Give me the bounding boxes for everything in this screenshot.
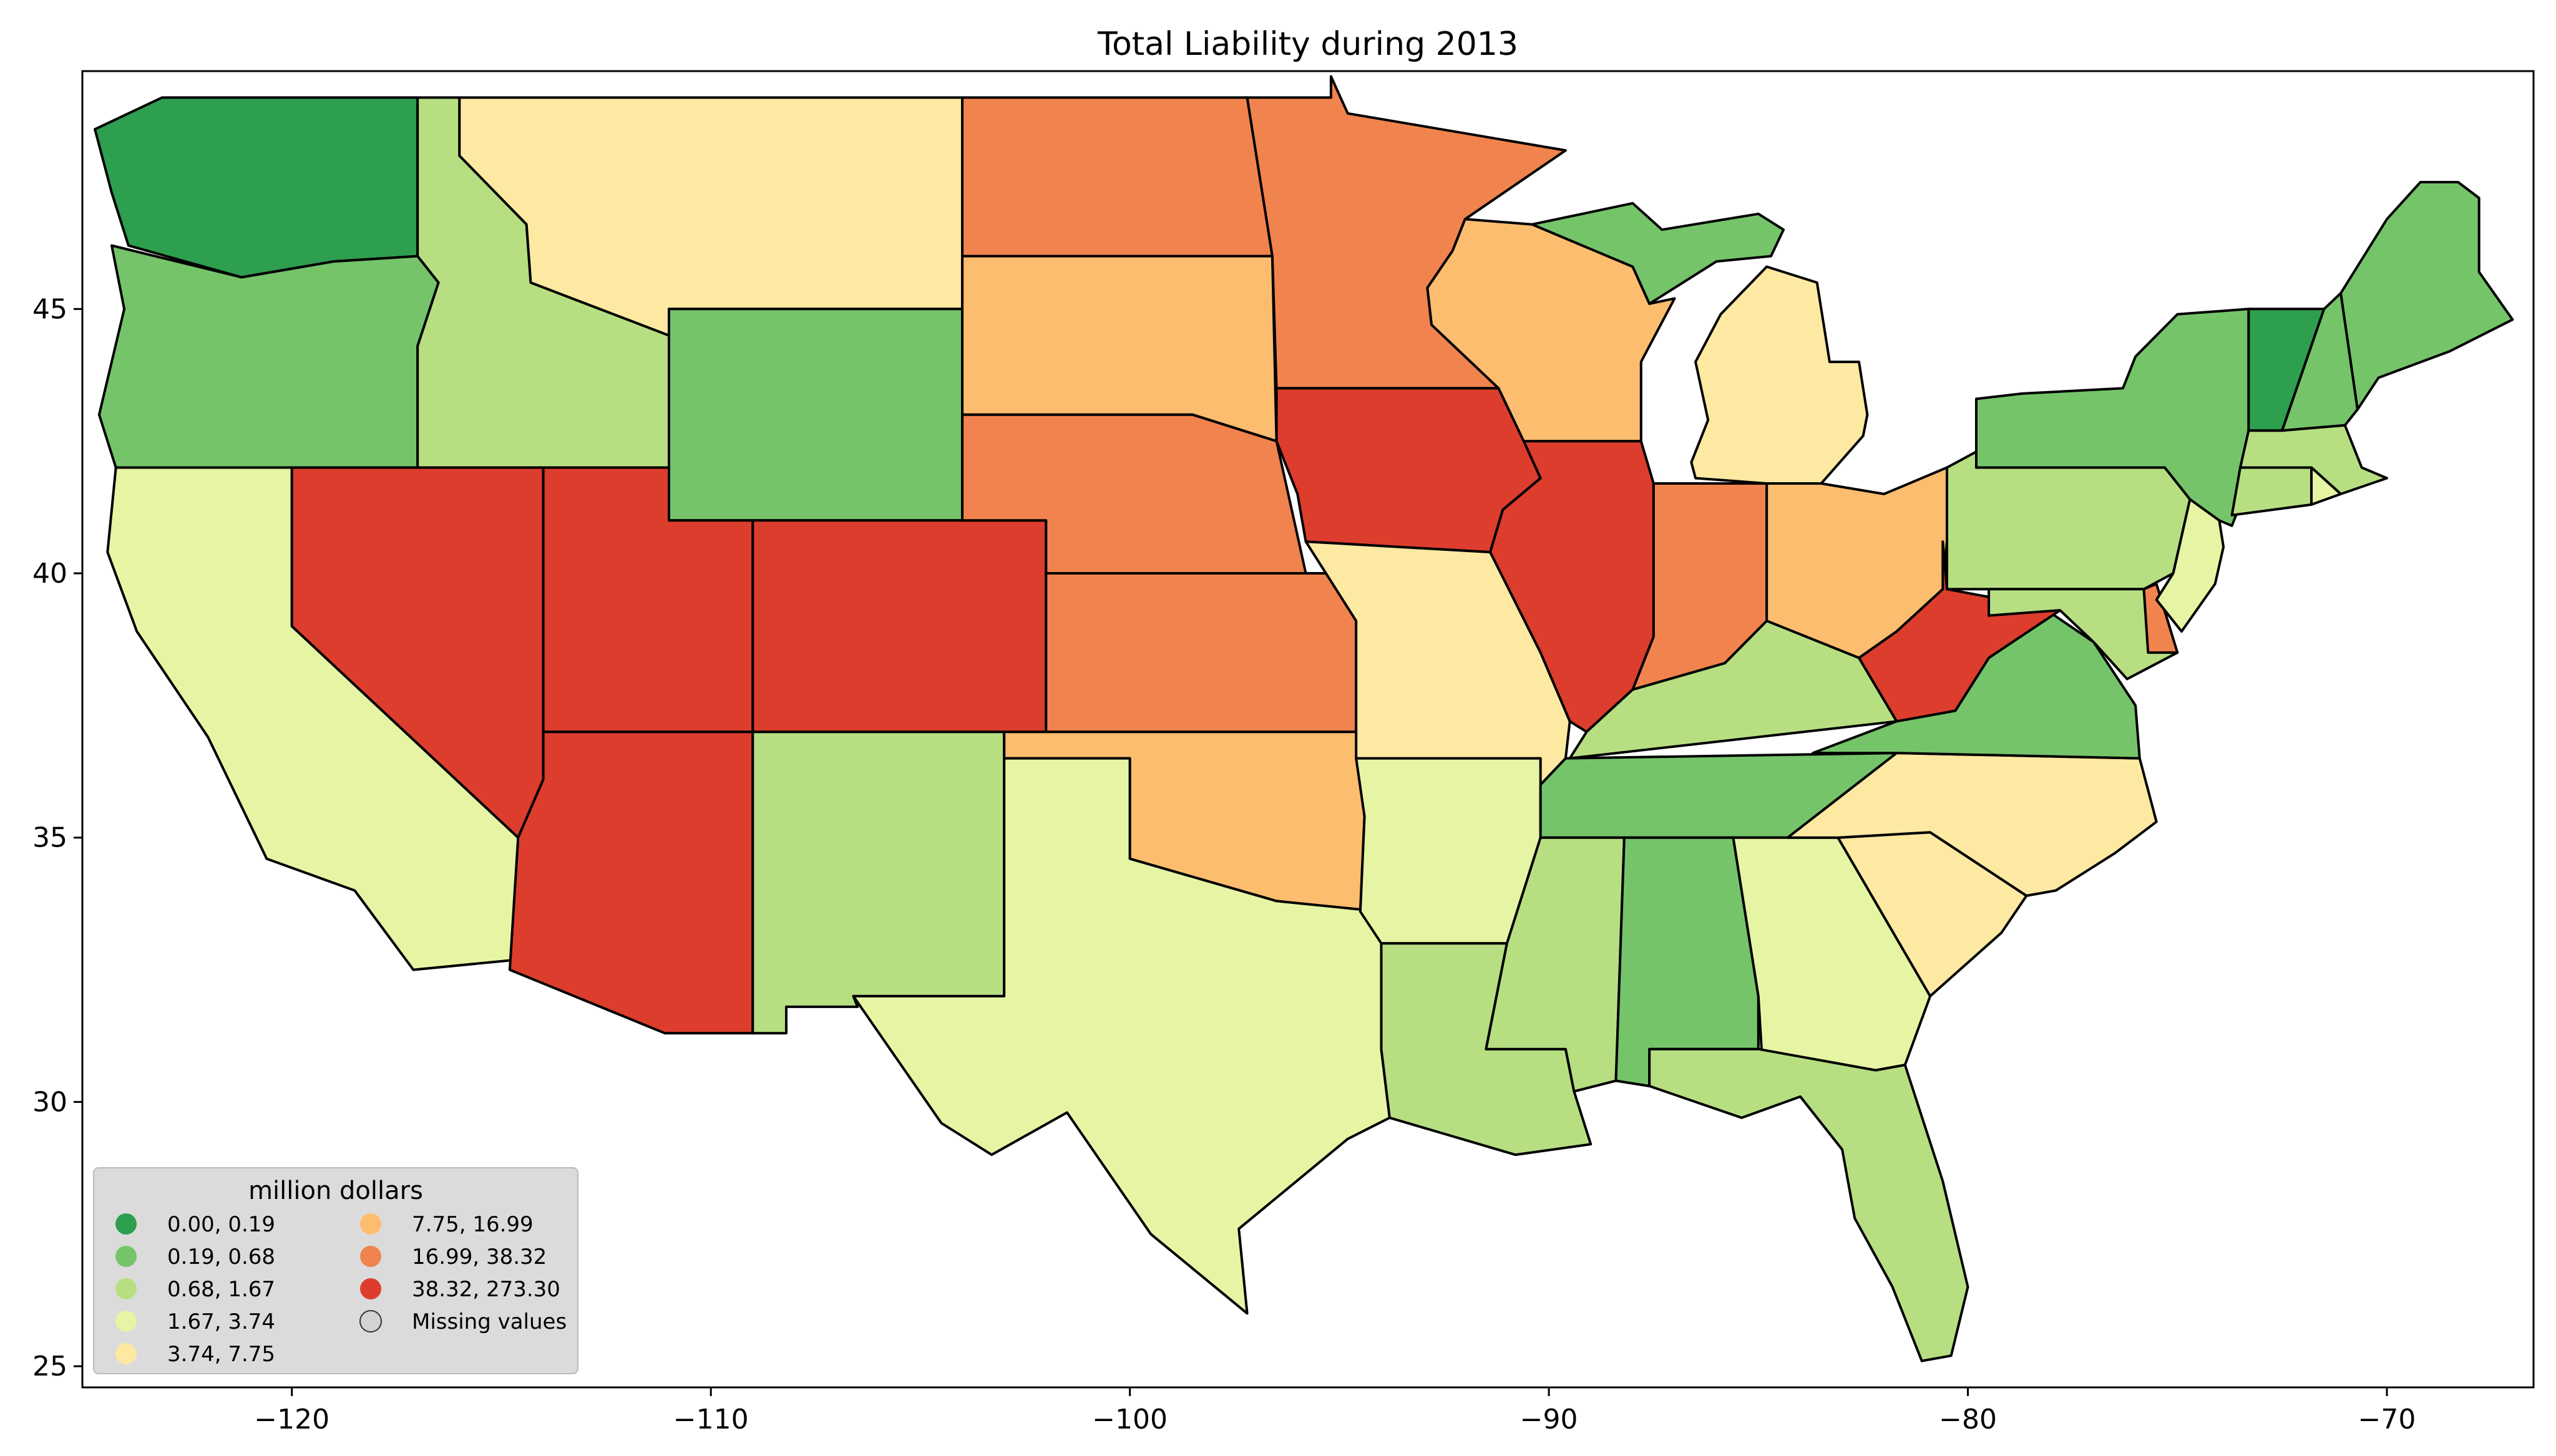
legend-swatch — [115, 1213, 137, 1235]
region-new-hampshire — [2281, 291, 2359, 432]
y-tick-label: 30 — [32, 1086, 67, 1118]
map-border — [81, 70, 2535, 1389]
legend-swatch — [115, 1278, 137, 1299]
region-delaware — [2142, 583, 2179, 654]
legend-label: 38.32, 273.30 — [412, 1277, 560, 1302]
region-arkansas — [1355, 757, 1542, 945]
regions-layer — [94, 75, 2514, 1362]
x-tick-label: −120 — [254, 1404, 329, 1435]
legend-label: 3.74, 7.75 — [167, 1342, 275, 1367]
region-maine — [2339, 181, 2514, 411]
region-wyoming — [668, 308, 964, 522]
region-new-mexico — [751, 730, 1006, 1035]
region-mississippi — [1485, 836, 1626, 1093]
legend-label: Missing values — [412, 1309, 567, 1334]
x-axis: −120 −110 −100 −90 −80 −70 — [254, 1387, 2416, 1435]
x-tick-label: −110 — [673, 1404, 749, 1435]
legend-label: 1.67, 3.74 — [167, 1309, 275, 1334]
region-florida — [1648, 1047, 1969, 1362]
legend-swatch — [359, 1310, 382, 1332]
legend-swatch — [360, 1278, 381, 1299]
map-title: Total Liability during 2013 — [1097, 26, 1518, 63]
region-pennsylvania — [1946, 450, 2192, 591]
legend-items: 0.00, 0.19 0.19, 0.68 0.68, 1.67 1.67, 3.74… — [115, 1212, 567, 1367]
region-north-dakota — [961, 96, 1274, 258]
y-tick-label: 40 — [32, 558, 67, 590]
legend-swatch — [115, 1311, 137, 1332]
region-illinois — [1489, 440, 1655, 734]
plot-area — [81, 70, 2535, 1389]
legend-label: 0.19, 0.68 — [167, 1245, 275, 1269]
region-rhode-island — [2310, 466, 2343, 506]
legend-swatch — [360, 1246, 381, 1267]
x-tick-label: −70 — [2358, 1404, 2416, 1435]
region-kansas — [1045, 572, 1358, 734]
legend-swatch — [115, 1343, 137, 1364]
legend-label: 0.00, 0.19 — [167, 1212, 275, 1237]
y-tick-label: 35 — [32, 822, 67, 854]
region-michigan-lower — [1690, 265, 1869, 485]
y-tick-label: 45 — [32, 293, 67, 325]
x-tick-label: −100 — [1092, 1404, 1168, 1435]
region-south-dakota — [961, 255, 1278, 443]
region-colorado — [751, 519, 1048, 734]
region-oregon — [97, 244, 440, 469]
region-texas — [852, 757, 1391, 1315]
legend-swatch — [360, 1213, 381, 1235]
legend-label: 0.68, 1.67 — [167, 1277, 275, 1302]
legend-label: 7.75, 16.99 — [412, 1212, 534, 1237]
x-tick-label: −80 — [1939, 1404, 1997, 1435]
legend-box — [93, 1167, 578, 1374]
legend-label: 16.99, 38.32 — [412, 1245, 547, 1269]
region-washington — [94, 96, 419, 279]
legend: million dollars 0.00, 0.19 0.19, 0.68 0.68… — [93, 1167, 578, 1374]
region-michigan-upper — [1531, 201, 1785, 305]
legend-title: million dollars — [248, 1177, 423, 1205]
x-tick-label: −90 — [1520, 1404, 1578, 1435]
y-axis: 45 40 35 30 25 — [32, 293, 82, 1382]
legend-swatch — [115, 1246, 137, 1267]
y-tick-label: 25 — [32, 1351, 67, 1382]
